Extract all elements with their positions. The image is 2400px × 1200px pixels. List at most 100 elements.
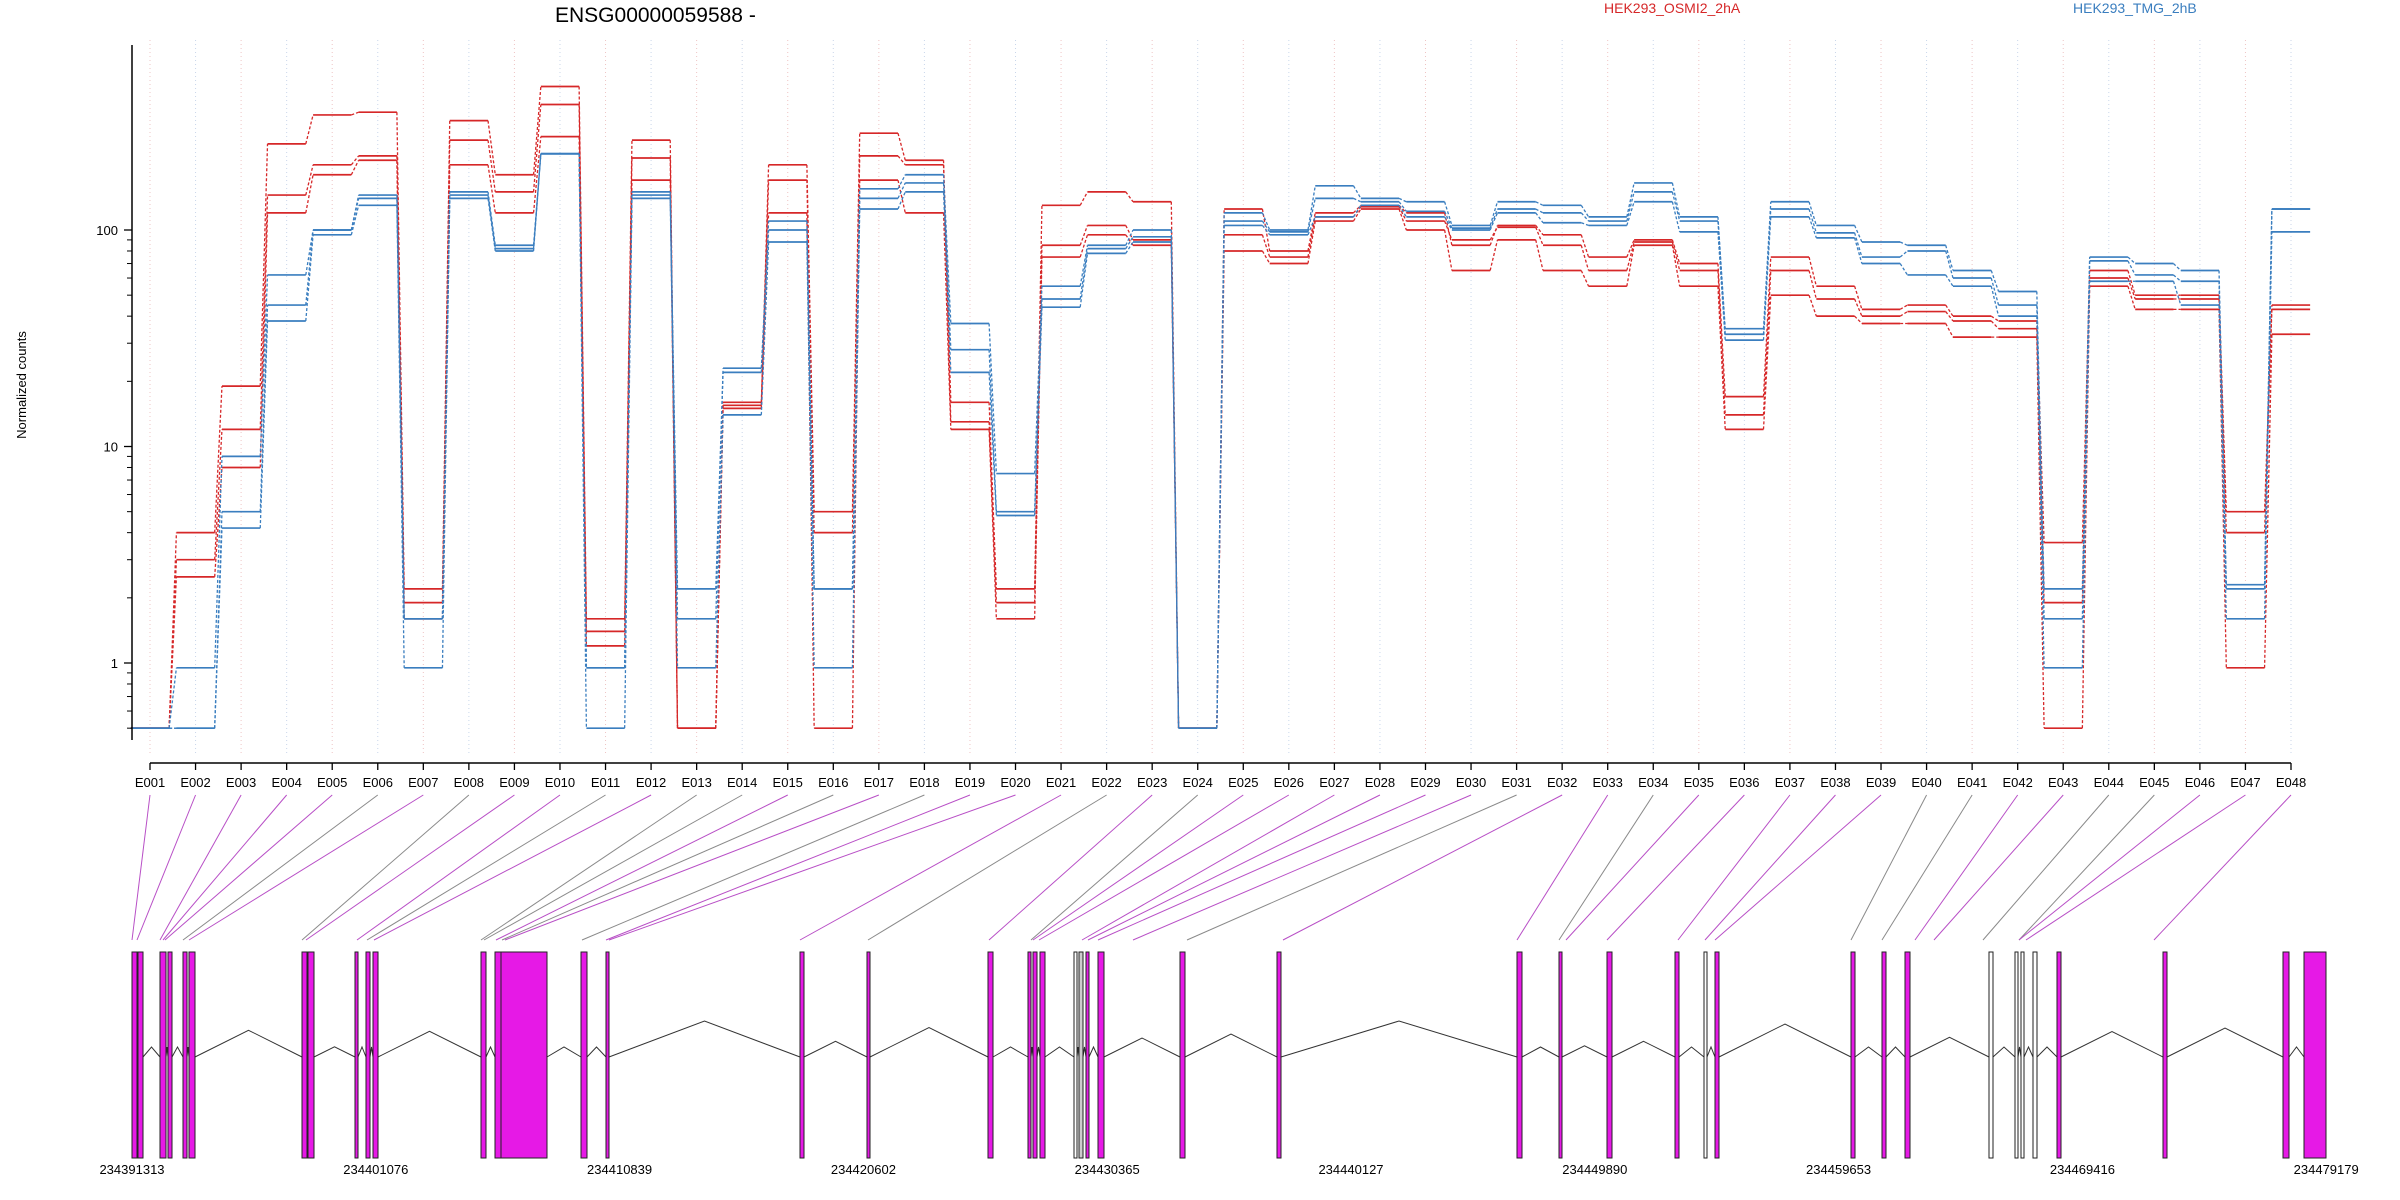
connector-segment: [1079, 225, 1089, 246]
exon-box: [987, 951, 994, 1159]
exon-connector: [131, 794, 151, 941]
connector-segment: [1671, 245, 1681, 287]
gene-model: [131, 951, 2327, 1159]
x-tick-label: E034: [1638, 775, 1668, 790]
x-tick-label: E031: [1501, 775, 1531, 790]
exon-box: [167, 951, 173, 1159]
exon-connector: [162, 794, 288, 941]
connector-segment: [1808, 256, 1817, 287]
connector-segment: [259, 195, 269, 430]
exon-connector: [2153, 794, 2292, 941]
exon-box: [1606, 951, 1613, 1159]
connector-segment: [1307, 220, 1316, 264]
connector-segment: [2127, 277, 2136, 300]
exon-box: [2020, 951, 2025, 1159]
connector-segment: [1489, 226, 1499, 241]
connector-segment: [1717, 270, 1726, 415]
x-tick-label: E005: [317, 775, 347, 790]
x-tick-label: E040: [1911, 775, 1941, 790]
connector-segment: [897, 191, 906, 210]
connector-segment: [897, 174, 906, 190]
connector-segment: [2127, 260, 2136, 276]
connector-segment: [1762, 201, 1772, 329]
x-tick-label: E046: [2185, 775, 2215, 790]
exon-box: [1179, 951, 1186, 1159]
intron: [869, 1026, 989, 1058]
exon-box: [137, 951, 144, 1159]
connector-segment: [1170, 229, 1180, 729]
connector-segment: [2172, 281, 2182, 306]
connector-segment: [624, 180, 633, 646]
connector-segment: [2081, 281, 2091, 668]
connector-segment: [1261, 225, 1271, 236]
connector-segment: [578, 153, 588, 729]
exon-box: [372, 951, 379, 1159]
exon-connector: [495, 794, 788, 941]
connector-segment: [1945, 304, 1954, 317]
connector-segment: [1626, 201, 1635, 226]
intron: [377, 1030, 482, 1058]
intron: [803, 1040, 868, 1058]
exon-connector: [1032, 794, 1244, 941]
connector-segment: [1535, 225, 1544, 236]
intron: [586, 1046, 607, 1058]
exon-box: [1073, 951, 1078, 1159]
exon-connector: [1186, 794, 1517, 941]
exon-box: [1039, 951, 1046, 1159]
exon-connector: [2018, 794, 2155, 941]
exon-connector: [1565, 794, 1700, 941]
connector-segment: [1899, 241, 1908, 246]
exon-box: [500, 951, 548, 1159]
exon-box: [1988, 951, 1994, 1159]
connector-segment: [1125, 241, 1134, 254]
connector-segment: [1626, 239, 1635, 258]
x-tick-label: E045: [2139, 775, 2169, 790]
x-ticks: E001 E002 E003 E004 E005 E006 E007 E008 E009 E010…: [135, 763, 2306, 790]
x-tick-label: E023: [1137, 775, 1167, 790]
x-tick-label: E033: [1593, 775, 1623, 790]
connector-segment: [988, 323, 998, 474]
intron: [608, 1020, 801, 1058]
intron: [1678, 1046, 1705, 1058]
coordinate-label: 234430365: [1075, 1162, 1140, 1177]
connector-segment: [2127, 270, 2136, 296]
x-tick-label: E029: [1410, 775, 1440, 790]
connector-segment: [1444, 211, 1453, 229]
legend-entry-osmi2: HEK293_OSMI2_2hA: [1604, 0, 1741, 16]
connector-segment: [1580, 245, 1590, 271]
exon-box: [131, 951, 138, 1159]
x-tick-label: E004: [271, 775, 301, 790]
connector-segment: [2173, 274, 2182, 282]
x-tick-label: E003: [226, 775, 256, 790]
connector-segment: [1079, 245, 1089, 287]
intron: [357, 1045, 367, 1058]
connector-segment: [168, 576, 178, 729]
exon-box: [1881, 951, 1887, 1159]
connector-segment: [1671, 239, 1681, 264]
connector-segment: [1990, 315, 1999, 322]
connector-segment: [897, 179, 906, 213]
intron: [313, 1046, 356, 1058]
connector-segment: [1261, 250, 1271, 264]
connector-segment: [441, 198, 451, 668]
connector-segment: [1990, 286, 2000, 317]
coordinate-label: 234420602: [831, 1162, 896, 1177]
connector-segment: [851, 209, 861, 668]
connector-segment: [1990, 270, 2000, 292]
connector-segment: [1398, 208, 1407, 231]
connector-segment: [1352, 208, 1362, 222]
intron: [1521, 1046, 1560, 1058]
y-tick-label: 1: [111, 656, 118, 671]
connector-segment: [2218, 305, 2227, 619]
connector-segment: [1489, 212, 1499, 231]
connector-segment: [1444, 201, 1453, 226]
connector-segment: [1398, 201, 1407, 212]
x-tick-label: E026: [1274, 775, 1304, 790]
exon-connector: [1558, 794, 1654, 941]
connector-segment: [1626, 182, 1635, 217]
x-tick-label: E011: [591, 775, 620, 790]
connector-segment: [1352, 185, 1362, 199]
intron: [485, 1045, 496, 1058]
y-ticks: 1 10 100: [96, 223, 132, 729]
intron: [1992, 1046, 2016, 1058]
